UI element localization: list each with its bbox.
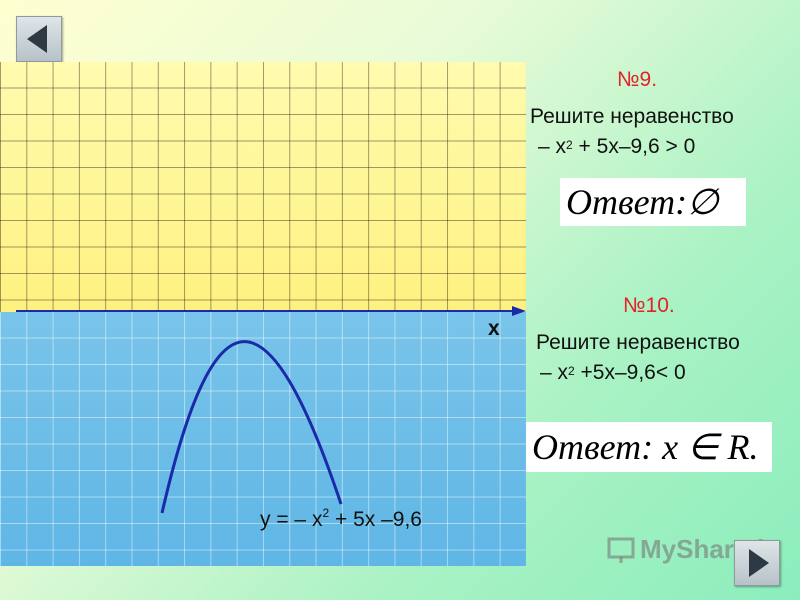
task10-expression: – x2 +5x–9,6< 0 <box>540 359 686 387</box>
task9-instruction: Решите неравенство <box>530 105 734 128</box>
task9-answer-value: :∅ <box>675 182 719 222</box>
function-label: y = – x2 + 5x –9,6 <box>260 506 422 532</box>
task9-expression: – x2 + 5x–9,6 > 0 <box>538 133 695 161</box>
triangle-left-icon <box>27 25 47 53</box>
below-axis-region <box>0 312 526 566</box>
presentation-icon <box>607 537 635 563</box>
task9-answer: Ответ :∅ <box>560 178 746 226</box>
triangle-right-icon <box>749 549 769 577</box>
forward-button[interactable] <box>734 540 780 586</box>
x-axis-label: x <box>488 317 500 340</box>
graph-overlay <box>16 306 526 514</box>
coordinate-grid: x y = – x2 + 5x –9,6 <box>0 62 526 566</box>
x-axis-arrow <box>512 306 526 316</box>
task10-number: №10. <box>623 294 675 317</box>
task9-number: №9. <box>617 68 658 91</box>
task10-expr-exp: 2 <box>568 364 575 378</box>
task10-instruction: Решите неравенство <box>536 331 740 354</box>
parabola-curve <box>160 340 343 514</box>
task9-expr-main: – x <box>538 135 567 158</box>
function-label-exp: 2 <box>322 506 330 520</box>
task10-answer-word: Ответ <box>532 427 642 467</box>
task9-expr-exp: 2 <box>566 138 573 152</box>
back-button[interactable] <box>16 16 62 62</box>
function-label-rest: + 5x –9,6 <box>329 508 422 531</box>
task9-answer-word: Ответ <box>566 182 676 222</box>
function-label-main: y = – x <box>260 508 323 531</box>
task10-expr-main: – x <box>540 361 569 384</box>
task10-answer-value: : x ∈ R. <box>641 427 759 467</box>
task10-answer: Ответ : x ∈ R. <box>526 422 772 472</box>
task9-expr-rest: + 5x–9,6 > 0 <box>572 135 696 158</box>
task10-expr-rest: +5x–9,6< 0 <box>574 361 686 384</box>
